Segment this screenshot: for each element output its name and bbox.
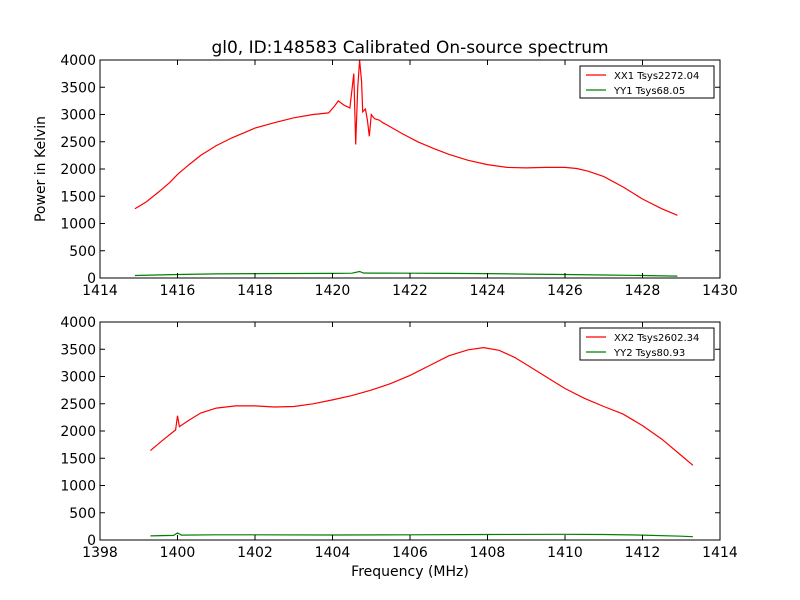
series-line-1-2	[134, 270, 678, 277]
series-line-1-1	[134, 59, 678, 216]
y-tick-label: 2000	[60, 424, 96, 440]
y-tick-label: 1500	[60, 189, 96, 205]
x-tick-label: 1400	[160, 545, 196, 561]
series-line-2-1	[150, 346, 694, 466]
y-tick-label: 0	[87, 533, 96, 549]
x-tick-label: 1428	[625, 283, 661, 299]
y-tick-label: 1500	[60, 451, 96, 467]
x-tick-label: 1414	[702, 545, 738, 561]
x-tick-label: 1406	[392, 545, 428, 561]
spectrum-panel-top: 1414 1416 1418 1420 1422 1424 1426 1428 1430 0 500…	[33, 53, 738, 299]
x-tick-label: 1402	[237, 545, 273, 561]
y-tick-label: 3000	[60, 108, 96, 124]
legend-box	[579, 327, 715, 361]
y-tick-label: 0	[87, 271, 96, 287]
spectrum-panel-bottom: 1398 1400 1402 1404 1406 1408 1410 1412 1414 0 500…	[60, 315, 738, 580]
y-tick-label: 3500	[60, 80, 96, 96]
y-tick-label: 500	[69, 244, 96, 260]
legend-label: YY1 Tsys68.05	[613, 86, 685, 97]
legend-label: XX1 Tsys2272.04	[614, 71, 699, 82]
x-tick-label: 1430	[702, 283, 738, 299]
y-axis-label: Power in Kelvin	[33, 116, 49, 222]
x-tick-label: 1412	[625, 545, 661, 561]
y-tick-label: 2500	[60, 397, 96, 413]
x-tick-label: 1420	[315, 283, 351, 299]
x-tick-label: 1398	[82, 545, 118, 561]
x-tick-label: 1404	[315, 545, 351, 561]
y-tick-label: 500	[69, 506, 96, 522]
y-tick-label: 4000	[60, 315, 96, 331]
x-tick-label: 1426	[547, 283, 583, 299]
y-tick-label: 3500	[60, 342, 96, 358]
x-tick-label: 1424	[470, 283, 506, 299]
y-tick-label: 1000	[60, 217, 96, 233]
x-tick-label: 1422	[392, 283, 428, 299]
legend-box	[579, 65, 715, 99]
x-tick-label: 1410	[547, 545, 583, 561]
series-line-2-2	[150, 532, 693, 538]
x-tick-label: 1418	[237, 283, 273, 299]
y-tick-label: 1000	[60, 479, 96, 495]
x-tick-label: 1408	[470, 545, 506, 561]
legend-label: YY2 Tsys80.93	[613, 348, 685, 359]
y-tick-label: 3000	[60, 370, 96, 386]
x-axis-label: Frequency (MHz)	[351, 564, 469, 580]
y-tick-label: 4000	[60, 53, 96, 69]
x-tick-label: 1414	[82, 283, 118, 299]
y-tick-label: 2500	[60, 135, 96, 151]
y-tick-label: 2000	[60, 162, 96, 178]
x-tick-label: 1416	[160, 283, 196, 299]
chart-title: gl0, ID:148583 Calibrated On-source spec…	[211, 38, 608, 58]
legend-label: XX2 Tsys2602.34	[614, 333, 699, 344]
